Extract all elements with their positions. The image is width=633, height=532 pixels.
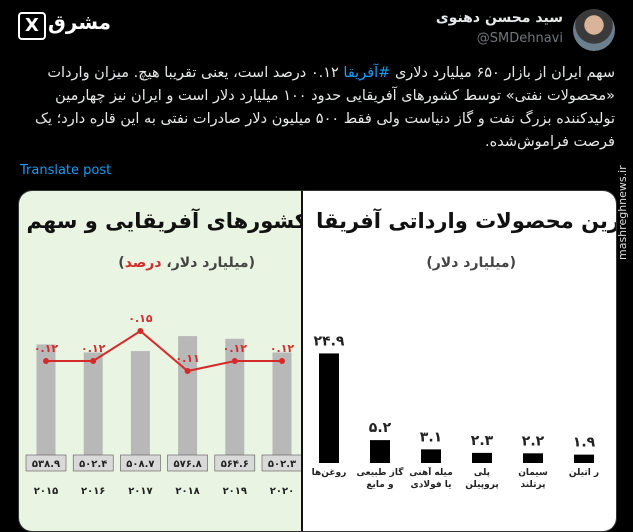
bar	[523, 453, 543, 463]
bar	[370, 440, 390, 463]
chart-subtitle: (میلیارد دلار)	[426, 255, 516, 271]
value-label: ۰.۱۱	[175, 352, 199, 365]
x-tick-label-box: میله آهنی یا فولادی	[409, 468, 453, 490]
line-point	[137, 328, 144, 334]
hashtag[interactable]: #آفریقا	[343, 65, 391, 81]
x-tick-label: سیمان پرتلند	[518, 468, 548, 490]
value-label: ۲.۲	[522, 433, 545, 449]
line-point	[184, 368, 191, 374]
label-box	[25, 454, 67, 472]
bar	[421, 449, 441, 463]
line-point	[279, 358, 285, 364]
x-tick-label-box: روغن‌ها	[311, 468, 347, 478]
subtitle-red: درصد	[124, 255, 162, 271]
bar	[130, 351, 150, 463]
x-tick-label: ۲۰۱۵	[34, 486, 58, 497]
tweet-image[interactable]: ۵۳۸.۹ ۲۰۱۵ ۵۰۲.۴ ۲۰۱۶ ۵۰۸.۷ ۲۰۱۷ ۵۷۶.۸ ۲۰۱۸ ۵۶۴.…	[18, 190, 617, 532]
bar	[83, 352, 103, 463]
bar	[36, 344, 56, 463]
value-label: ۳.۱	[420, 429, 442, 445]
text: ۰.۱۲ درصد است، یعنی تقریبا هیچ. میزان وا…	[35, 65, 615, 150]
x-tick-label-box: ر اتیلن	[568, 468, 600, 478]
x-tick-label: ر اتیلن	[568, 468, 600, 478]
x-tick-label: ۲۰۱۷	[128, 486, 152, 497]
bar	[574, 454, 594, 463]
x-tick-label: ۲۰۱۸	[175, 486, 199, 497]
tweet-text: سهم ایران از بازار ۶۵۰ میلیارد دلاری #آف…	[25, 62, 615, 154]
subtitle: )	[118, 255, 125, 271]
value-label: ۰.۱۲	[81, 342, 106, 355]
x-tick-label-box: پلی پروپیلن	[465, 468, 499, 490]
value-label: ۵۰۸.۷	[126, 459, 154, 470]
right-chart: ۲۴.۹ روغن‌ها ۵.۲ گاز طبیعی و مایع ۳.۱ میله آه…	[311, 333, 600, 490]
x-tick-label: پلی پروپیلن	[465, 468, 499, 490]
label-box	[120, 454, 161, 472]
divider	[301, 191, 303, 531]
value-label: ۰.۱۵	[128, 312, 153, 325]
x-tick-label: ۲۰۱۹	[223, 486, 247, 497]
chart-subtitle: (میلیارد دلار، درصد)	[118, 255, 255, 271]
line-point	[43, 358, 49, 364]
value-label: ۰.۱۲	[223, 342, 248, 355]
logo: مشرق	[48, 10, 112, 34]
value-label: ۲۴.۹	[314, 333, 345, 349]
line	[46, 329, 282, 373]
chart-title: کشورهای آفریقایی و سهم ایر	[19, 209, 301, 233]
x-tick-label: روغن‌ها	[311, 468, 347, 478]
label-box	[214, 454, 256, 472]
author-name[interactable]: سید محسن دهنوی	[435, 10, 563, 26]
x-tick-label: گاز طبیعی و مایع	[356, 468, 404, 490]
x-tick-label: ۲۰۲۰	[270, 486, 294, 497]
x-tick-label: میله آهنی یا فولادی	[409, 468, 453, 490]
left-chart: ۵۳۸.۹ ۲۰۱۵ ۵۰۲.۴ ۲۰۱۶ ۵۰۸.۷ ۲۰۱۷ ۵۷۶.۸ ۲۰۱۸ ۵۶۴.…	[25, 312, 301, 497]
x-tick-label-box: سیمان پرتلند	[518, 468, 548, 490]
page: سید محسن دهنوی @SMDehnavi X مشرق سهم ایر…	[18, 9, 629, 532]
x-logo: X	[18, 12, 46, 40]
value-label: ۵۰۲.۴	[79, 459, 107, 470]
value-label: ۱.۹	[573, 435, 596, 451]
watermark: mashreghnews.ir	[616, 165, 629, 260]
value-label: ۵.۲	[369, 420, 392, 436]
line-point	[90, 358, 97, 364]
label-box	[261, 454, 301, 472]
value-label: ۵۷۶.۸	[173, 459, 201, 470]
value-label: ۵۳۸.۹	[32, 459, 60, 470]
label-box	[72, 454, 114, 472]
value-label: ۰.۱۲	[34, 342, 59, 355]
bar	[225, 338, 245, 463]
x-tick-label-box: گاز طبیعی و مایع	[356, 468, 404, 490]
value-label: ۲.۳	[471, 433, 494, 449]
bar	[319, 353, 339, 463]
value-label: ۰.۱۲	[270, 342, 295, 355]
author-handle[interactable]: @SMDehnavi	[476, 31, 563, 46]
x-tick-label: ۲۰۱۶	[81, 486, 105, 497]
text: سهم ایران از بازار ۶۵۰ میلیارد دلاری	[394, 65, 615, 81]
avatar[interactable]	[573, 9, 615, 51]
bar	[272, 352, 292, 463]
translate-link[interactable]: Translate post	[20, 163, 112, 178]
right-panel: ۲۴.۹ روغن‌ها ۵.۲ گاز طبیعی و مایع ۳.۱ میله آه…	[302, 191, 616, 531]
left-panel: ۵۳۸.۹ ۲۰۱۵ ۵۰۲.۴ ۲۰۱۶ ۵۰۸.۷ ۲۰۱۷ ۵۷۶.۸ ۲۰۱۸ ۵۶۴.…	[19, 191, 301, 531]
bar	[472, 452, 492, 463]
chart-title: رین محصولات وارداتی آفریقا	[316, 209, 616, 233]
line-point	[231, 358, 238, 364]
value-label: ۵۰۲.۳	[268, 459, 296, 470]
label-box	[167, 454, 208, 472]
value-label: ۵۶۴.۶	[221, 459, 249, 470]
subtitle: (میلیارد دلار،	[161, 255, 255, 271]
